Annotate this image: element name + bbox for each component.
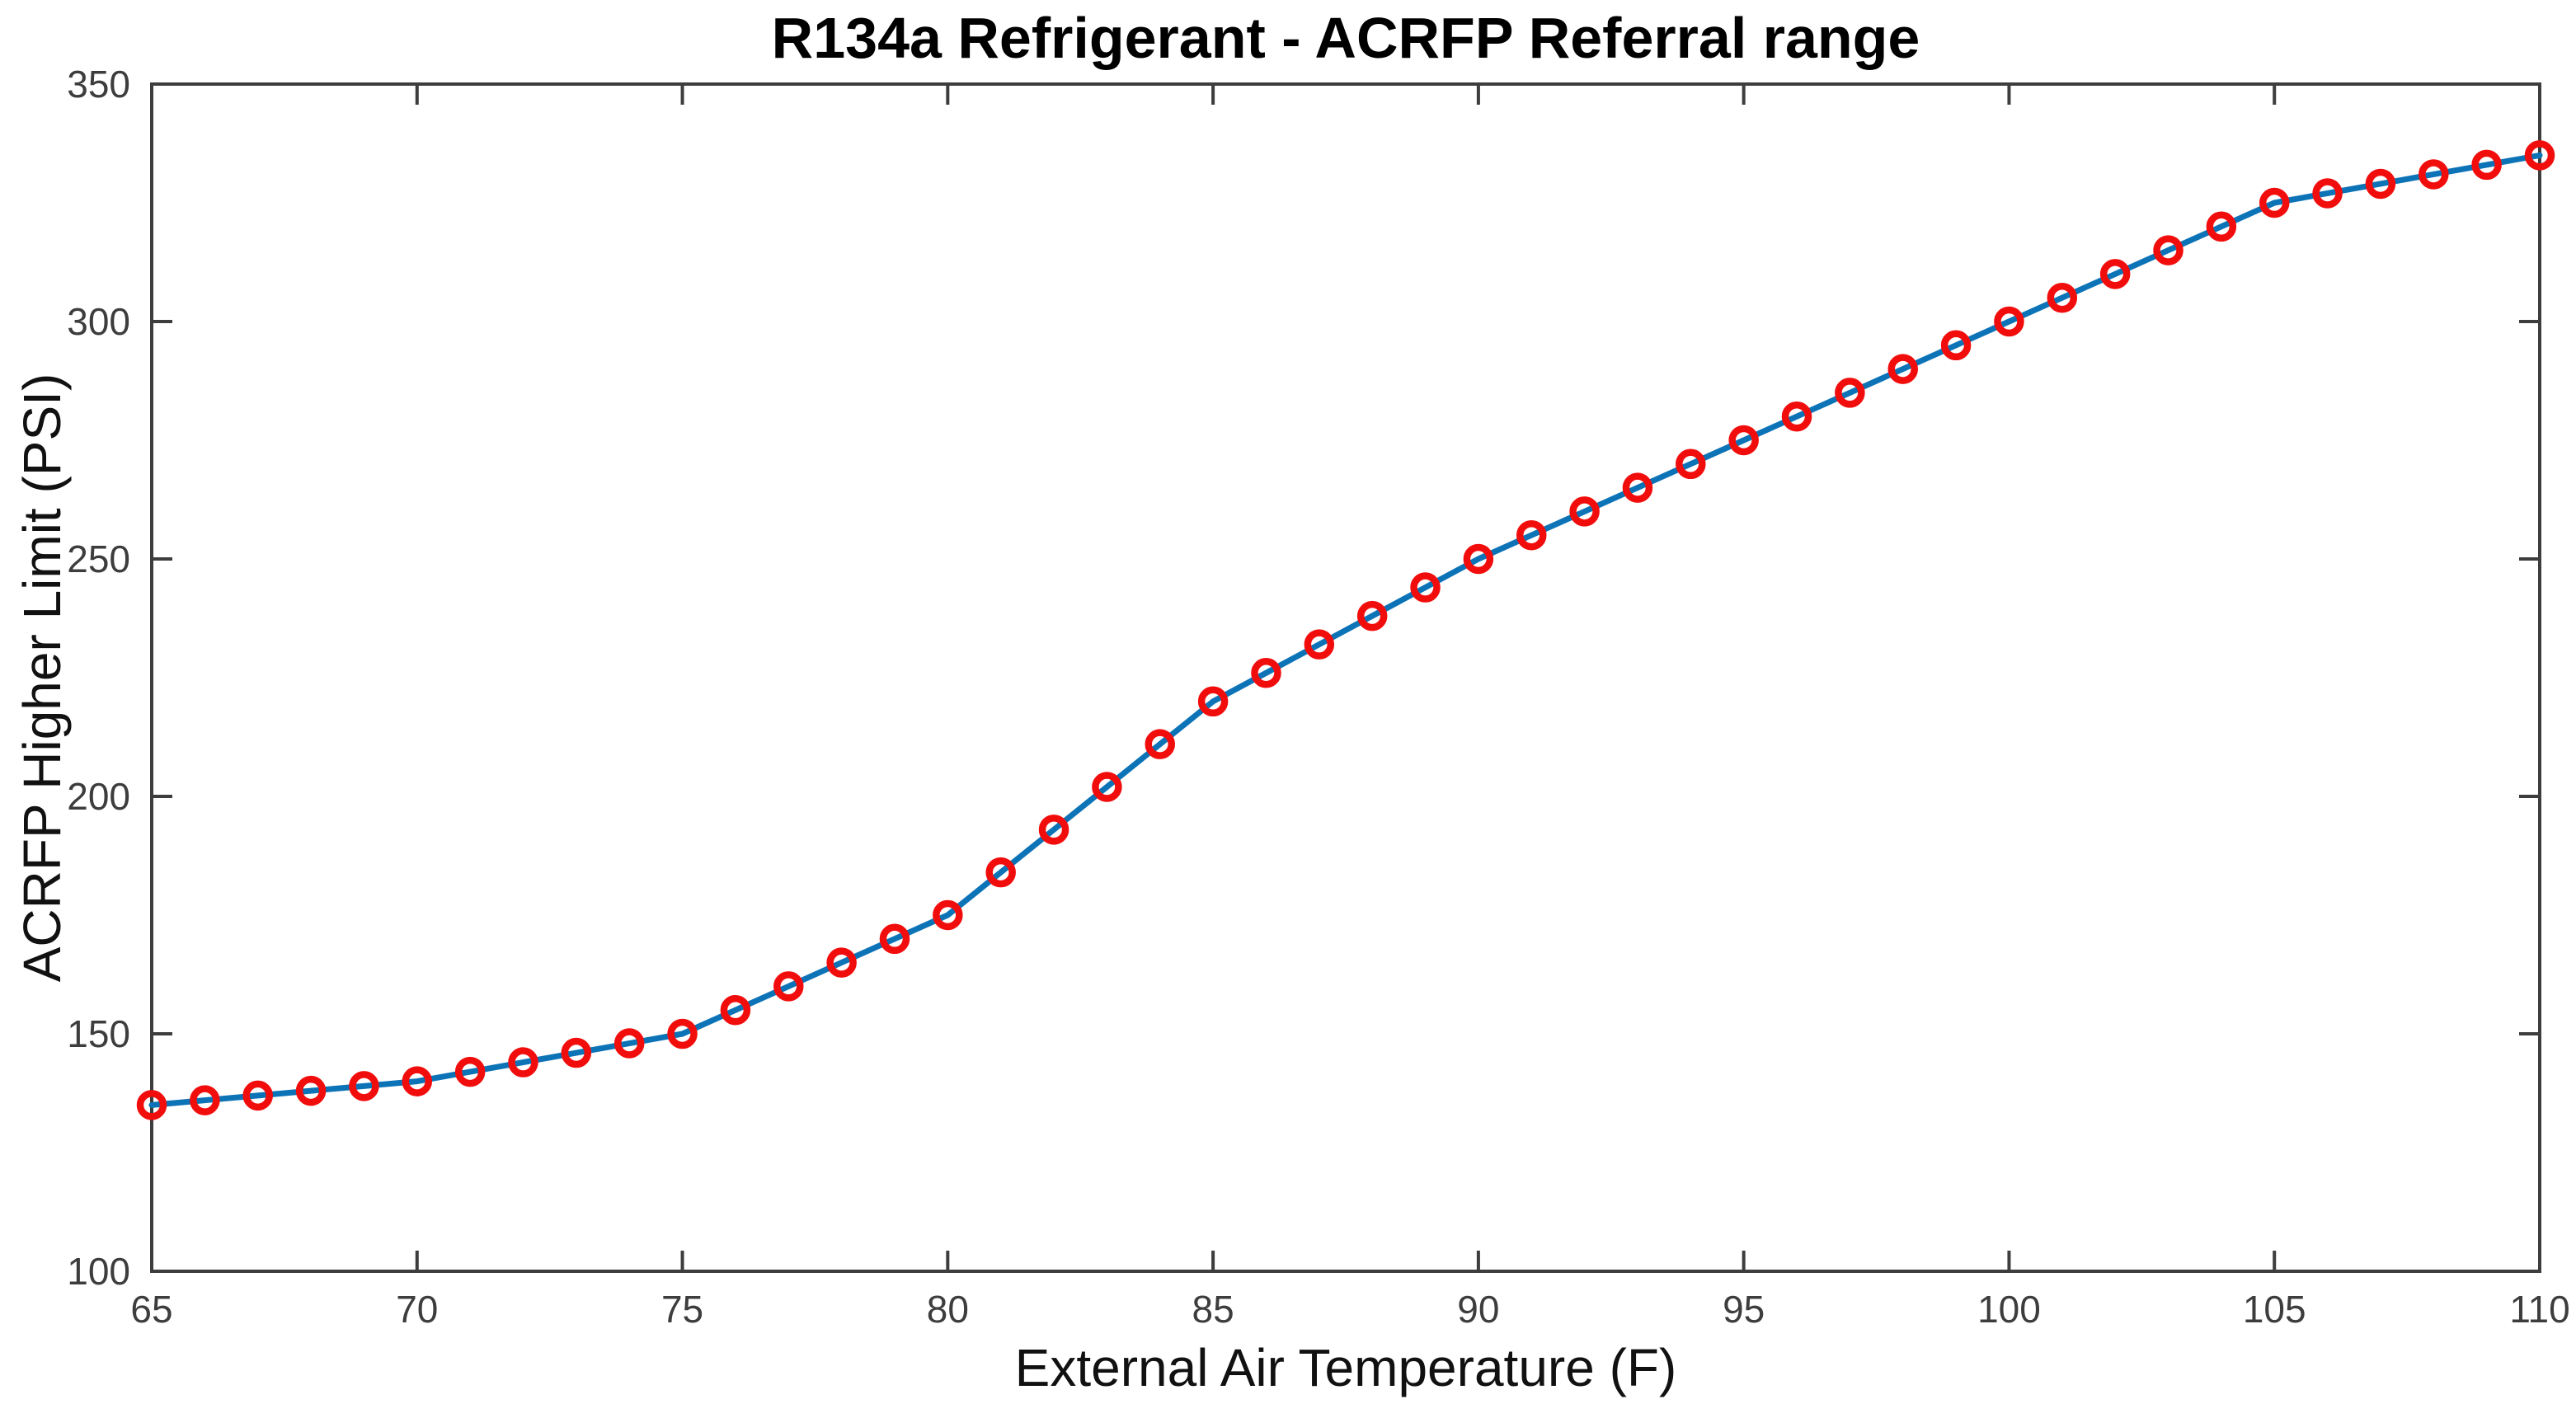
x-tick-label: 105 (2243, 1288, 2306, 1331)
x-tick-label: 65 (130, 1288, 172, 1331)
x-tick-label: 95 (1723, 1288, 1765, 1331)
x-tick-label: 85 (1192, 1288, 1234, 1331)
data-point-marker (1304, 629, 1335, 660)
data-point-marker (454, 1056, 486, 1087)
data-point-marker (1781, 401, 1812, 432)
data-point-marker (720, 994, 751, 1026)
x-tick-label: 70 (396, 1288, 438, 1331)
data-point-marker (1356, 600, 1388, 632)
data-point-marker (1940, 330, 1972, 361)
data-point-marker (1463, 543, 1494, 575)
chart-title: R134a Refrigerant - ACRFP Referral range (771, 6, 1920, 70)
data-point-marker (985, 857, 1016, 888)
x-tick-label: 90 (1457, 1288, 1499, 1331)
data-point-marker (2153, 235, 2183, 265)
data-point-marker (1622, 472, 1653, 503)
y-tick-label: 200 (67, 775, 130, 818)
x-tick-label: 100 (1977, 1288, 2041, 1331)
y-tick-label: 350 (67, 63, 130, 106)
data-point-marker (2099, 259, 2131, 289)
data-point-marker (2524, 140, 2555, 171)
data-point-marker (402, 1066, 433, 1096)
data-point-marker (2259, 187, 2290, 218)
x-axis-label: External Air Temperature (F) (1014, 1338, 1677, 1397)
data-point-marker (2365, 168, 2396, 200)
data-point-marker (349, 1071, 379, 1101)
x-tick-label: 110 (2509, 1288, 2569, 1331)
y-tick-label: 100 (67, 1250, 130, 1293)
data-point-marker (2312, 178, 2343, 209)
data-point-marker (879, 923, 910, 955)
data-point-marker (1887, 354, 1918, 384)
data-point-marker (1994, 306, 2024, 337)
data-point-marker (2047, 282, 2078, 313)
y-tick-label: 300 (67, 300, 130, 343)
data-point-marker (1516, 519, 1547, 551)
data-point-marker (561, 1037, 592, 1068)
x-tick-label: 80 (927, 1288, 969, 1331)
data-point-marker (2471, 149, 2502, 181)
data-point-marker (826, 947, 857, 978)
data-point-marker (2419, 159, 2449, 190)
data-point-marker (933, 899, 963, 931)
data-point-marker (667, 1018, 698, 1049)
data-point-marker (1092, 772, 1122, 802)
data-point-marker (1038, 815, 1069, 845)
data-point-marker (613, 1028, 645, 1059)
data-point-marker (773, 971, 804, 1002)
x-tick-label: 75 (661, 1288, 703, 1331)
data-point-marker (1251, 657, 1281, 688)
data-point-marker (2206, 211, 2237, 242)
data-point-marker (1197, 686, 1229, 717)
axes-box (150, 82, 2541, 1273)
data-point-marker (1728, 425, 1759, 456)
y-tick-label: 150 (67, 1012, 130, 1055)
data-point-marker (1676, 448, 1706, 480)
data-point-marker (295, 1075, 327, 1106)
y-axis-label: ACRFP Higher Limit (PSI) (12, 373, 72, 983)
data-point-marker (508, 1047, 538, 1078)
data-point-marker (242, 1080, 273, 1111)
data-point-marker (1145, 729, 1176, 759)
data-point-marker (1835, 378, 1865, 408)
data-point-marker (1410, 572, 1441, 603)
series-line (148, 152, 2543, 1108)
data-point-marker (136, 1090, 167, 1120)
data-point-marker (190, 1085, 220, 1115)
data-point-marker (1569, 496, 1600, 527)
y-tick-label: 250 (67, 538, 130, 580)
